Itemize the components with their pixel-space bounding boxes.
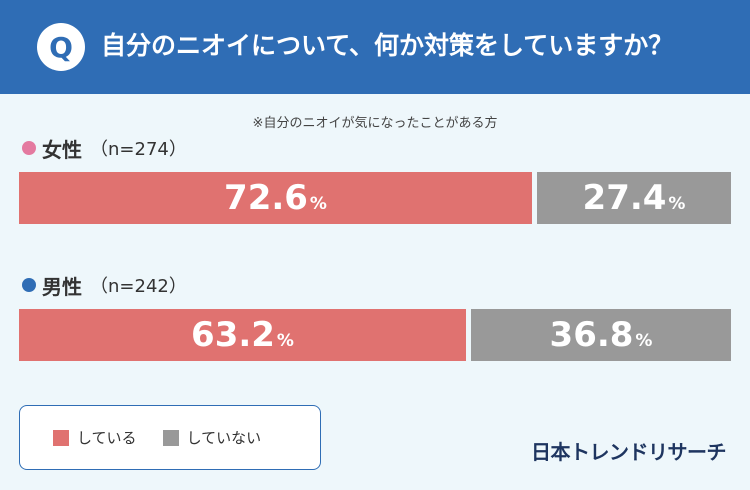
question-title: 自分のニオイについて、何か対策をしていますか？ bbox=[101, 31, 674, 60]
bar-segment-not-doing: 36.8% bbox=[471, 309, 731, 361]
value-label: 63.2 bbox=[191, 315, 275, 355]
bar-row-male: 63.2% 36.8% bbox=[19, 309, 731, 361]
group-label-female: 女性 （n=274） bbox=[22, 135, 187, 162]
female-dot-icon bbox=[22, 141, 36, 155]
percent-sign: % bbox=[309, 194, 327, 214]
male-dot-icon bbox=[22, 278, 36, 292]
group-sample-size: （n=274） bbox=[90, 139, 187, 160]
percent-sign: % bbox=[668, 194, 686, 214]
group-name: 女性 bbox=[42, 137, 82, 162]
value-label: 72.6 bbox=[224, 178, 308, 218]
respondent-note: ※自分のニオイが気になったことがある方 bbox=[252, 116, 498, 131]
legend-item-not-doing: していない bbox=[162, 427, 262, 448]
bar-row-female: 72.6% 27.4% bbox=[19, 172, 731, 224]
group-label-male: 男性 （n=242） bbox=[22, 272, 187, 299]
bar-segment-doing: 72.6% bbox=[19, 172, 532, 224]
bar-segment-not-doing: 27.4% bbox=[537, 172, 731, 224]
bar-segment-doing: 63.2% bbox=[19, 309, 466, 361]
percent-sign: % bbox=[276, 331, 294, 351]
group-name: 男性 bbox=[42, 274, 82, 299]
value-label: 27.4 bbox=[582, 178, 667, 218]
legend-item-doing: している bbox=[53, 427, 137, 448]
group-sample-size: （n=242） bbox=[90, 276, 187, 297]
percent-sign: % bbox=[635, 331, 653, 351]
header-banner: Q 自分のニオイについて、何か対策をしていますか？ bbox=[0, 0, 750, 94]
question-badge: Q bbox=[37, 23, 85, 71]
legend-label: している bbox=[77, 429, 137, 447]
legend-swatch-doing bbox=[53, 429, 69, 446]
legend: している していない bbox=[19, 405, 321, 470]
brand-logo: 日本トレンドリサーチ bbox=[531, 440, 727, 464]
value-label: 36.8 bbox=[549, 315, 634, 355]
legend-label: していない bbox=[186, 429, 262, 447]
legend-swatch-not-doing bbox=[162, 429, 179, 446]
